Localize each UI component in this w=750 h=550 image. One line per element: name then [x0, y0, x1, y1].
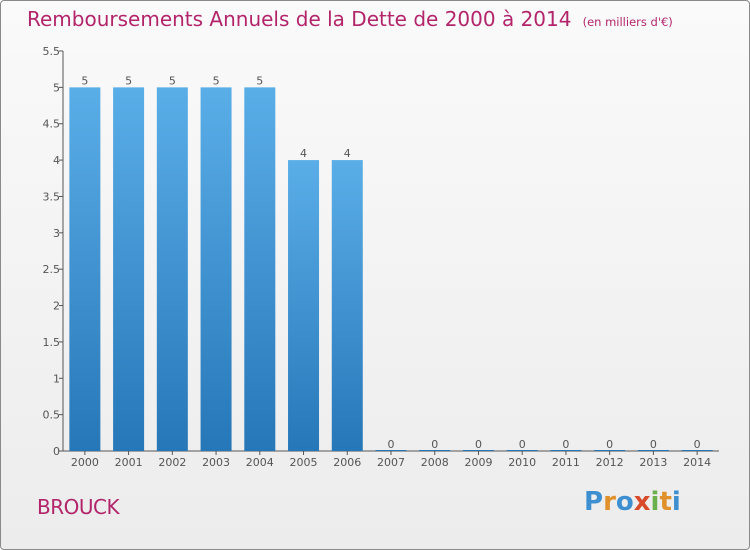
bar	[200, 87, 232, 451]
bar	[69, 87, 101, 451]
x-tick-label: 2007	[377, 456, 405, 469]
logo-letter: i	[650, 487, 660, 517]
y-tick-label: 1	[53, 372, 60, 385]
bar-value-label: 4	[344, 147, 351, 160]
bar-value-label: 5	[213, 74, 220, 87]
bar	[113, 87, 145, 451]
x-tick-label: 2006	[333, 456, 361, 469]
x-tick-label: 2003	[202, 456, 230, 469]
y-tick-label: 5.5	[43, 45, 61, 58]
bar-value-label: 0	[562, 438, 569, 451]
bar-value-label: 0	[388, 438, 395, 451]
x-tick-label: 2001	[115, 456, 143, 469]
logo-letter: o	[615, 487, 634, 517]
x-tick-label: 2008	[421, 456, 449, 469]
bar-value-label: 5	[81, 74, 88, 87]
bar	[244, 87, 276, 451]
chart-title: Remboursements Annuels de la Dette de 20…	[27, 7, 572, 31]
bar-value-label: 0	[694, 438, 701, 451]
x-tick-label: 2014	[683, 456, 711, 469]
x-tick-label: 2012	[596, 456, 624, 469]
chart-axes: 0 0.5 1 1.5 2 2.5 3 3.5 4 4.5 5 5.5	[43, 45, 719, 458]
x-tick-label: 2002	[158, 456, 186, 469]
bar	[156, 87, 188, 451]
y-tick-label: 4	[53, 154, 60, 167]
logo-letter: x	[633, 487, 651, 517]
y-tick-label: 2	[53, 300, 60, 313]
x-tick-label: 2004	[246, 456, 274, 469]
x-tick-label: 2010	[508, 456, 536, 469]
logo-letter: i	[671, 487, 681, 517]
bar-value-label: 0	[475, 438, 482, 451]
y-tick-label: 0.5	[43, 409, 61, 422]
y-tick-label: 3.5	[43, 190, 61, 203]
bar-value-label: 4	[300, 147, 307, 160]
bar-value-label: 5	[125, 74, 132, 87]
y-tick-label: 2.5	[43, 263, 61, 276]
bar-value-label: 0	[606, 438, 613, 451]
y-tick-label: 3	[53, 227, 60, 240]
chart-labels: 2000 5 2001 5 2002 5 2003 5 2004 5 2005 4 2006 4 2007 0…	[71, 74, 711, 469]
y-tick-label: 1.5	[43, 336, 61, 349]
x-tick-label: 2013	[639, 456, 667, 469]
bar	[288, 160, 320, 451]
chart-bars	[69, 87, 713, 451]
x-tick-label: 2009	[464, 456, 492, 469]
x-tick-label: 2011	[552, 456, 580, 469]
y-tick-label: 4.5	[43, 118, 61, 131]
logo-letter: P	[584, 487, 604, 517]
y-tick-label: 0	[53, 445, 60, 458]
y-tick-label: 5	[53, 81, 60, 94]
bar-value-label: 5	[256, 74, 263, 87]
bar-value-label: 0	[519, 438, 526, 451]
bar	[331, 160, 363, 451]
logo-letter: r	[603, 487, 616, 517]
bar-value-label: 0	[431, 438, 438, 451]
chart-subtitle: (en milliers d'€)	[582, 15, 673, 29]
proxiti-logo[interactable]: Proxiti	[584, 487, 681, 517]
x-tick-label: 2000	[71, 456, 99, 469]
bar-value-label: 0	[650, 438, 657, 451]
bar-value-label: 5	[169, 74, 176, 87]
logo-letter: t	[659, 487, 672, 517]
x-tick-label: 2005	[290, 456, 318, 469]
chart-title-row: Remboursements Annuels de la Dette de 20…	[27, 7, 673, 31]
commune-name: BROUCK	[37, 495, 120, 519]
